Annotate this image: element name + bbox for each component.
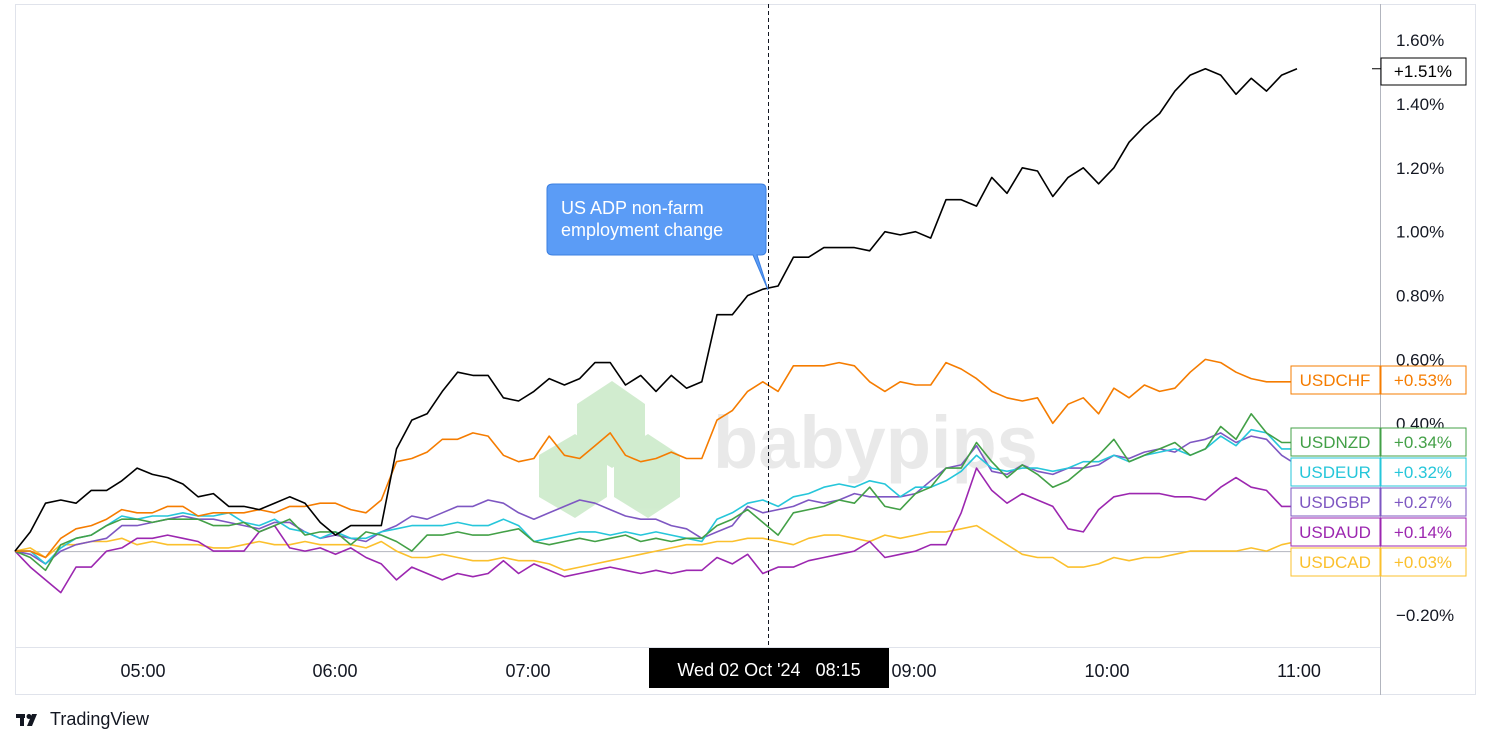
price-tag-value: +0.53% [1394,371,1452,390]
y-tick-label: 1.00% [1396,223,1444,242]
y-tick-label: 1.40% [1396,95,1444,114]
x-tick-label: 07:00 [505,661,550,681]
price-tag-usdchf: USDCHF +0.53% [1290,365,1467,395]
y-tick-label: −0.20% [1396,606,1454,625]
babypips-watermark: babypips [539,381,1038,518]
series-name-tag: USDCAD [1299,553,1371,572]
footer: TradingView [16,709,149,730]
series-name-tag: USDNZD [1300,433,1371,452]
price-tag-usdeur: USDEUR +0.32% [1290,457,1467,487]
series-line-usdnzd [14,412,1297,572]
series-name-tag: USDGBP [1299,493,1371,512]
series-line-index [14,68,1298,552]
y-tick-label: 1.60% [1396,31,1444,50]
watermark-text: babypips [713,401,1038,484]
y-tick-label: 1.20% [1396,159,1444,178]
price-tag-value: +0.34% [1394,433,1452,452]
x-tick-label: 06:00 [312,661,357,681]
tradingview-logo-icon [16,713,37,726]
series-name-tag: USDAUD [1299,523,1371,542]
series-line-usdcad [14,524,1298,572]
series-line-usdaud [14,467,1297,594]
price-tag-value: +0.03% [1394,553,1452,572]
annotation-line-2: employment change [561,220,723,240]
crosshair-time-label: Wed 02 Oct '24 08:15 [649,648,889,688]
y-tick-label: 0.60% [1396,350,1444,369]
tradingview-brand[interactable]: TradingView [50,709,150,729]
price-tag-value: +1.51% [1394,62,1452,81]
series-name-tag: USDCHF [1300,371,1371,390]
price-tag-main: +1.51% [1372,57,1467,86]
price-tag-usdcad: USDCAD +0.03% [1290,547,1467,577]
x-tick-label: 05:00 [120,661,165,681]
annotation-callout: US ADP non-farm employment change [546,183,769,291]
x-tick-label: 09:00 [891,661,936,681]
series-line-usdchf [15,358,1297,559]
plot-frame [15,4,1476,695]
price-tag-value: +0.14% [1394,523,1452,542]
price-tag-usdaud: USDAUD +0.14% [1290,517,1467,547]
y-tick-label: 0.80% [1396,287,1444,306]
price-tag-value: +0.27% [1394,493,1452,512]
series-name-tag: USDEUR [1299,463,1371,482]
price-tag-usdgbp: USDGBP +0.27% [1290,487,1467,517]
price-tag-value: +0.32% [1394,463,1452,482]
price-tag-usdnzd: USDNZD +0.34% [1290,427,1467,457]
x-tick-label: 11:00 [1277,661,1321,681]
annotation-line-1: US ADP non-farm [561,198,704,218]
crosshair-time-text: Wed 02 Oct '24 08:15 [677,660,860,680]
x-tick-label: 10:00 [1084,661,1129,681]
